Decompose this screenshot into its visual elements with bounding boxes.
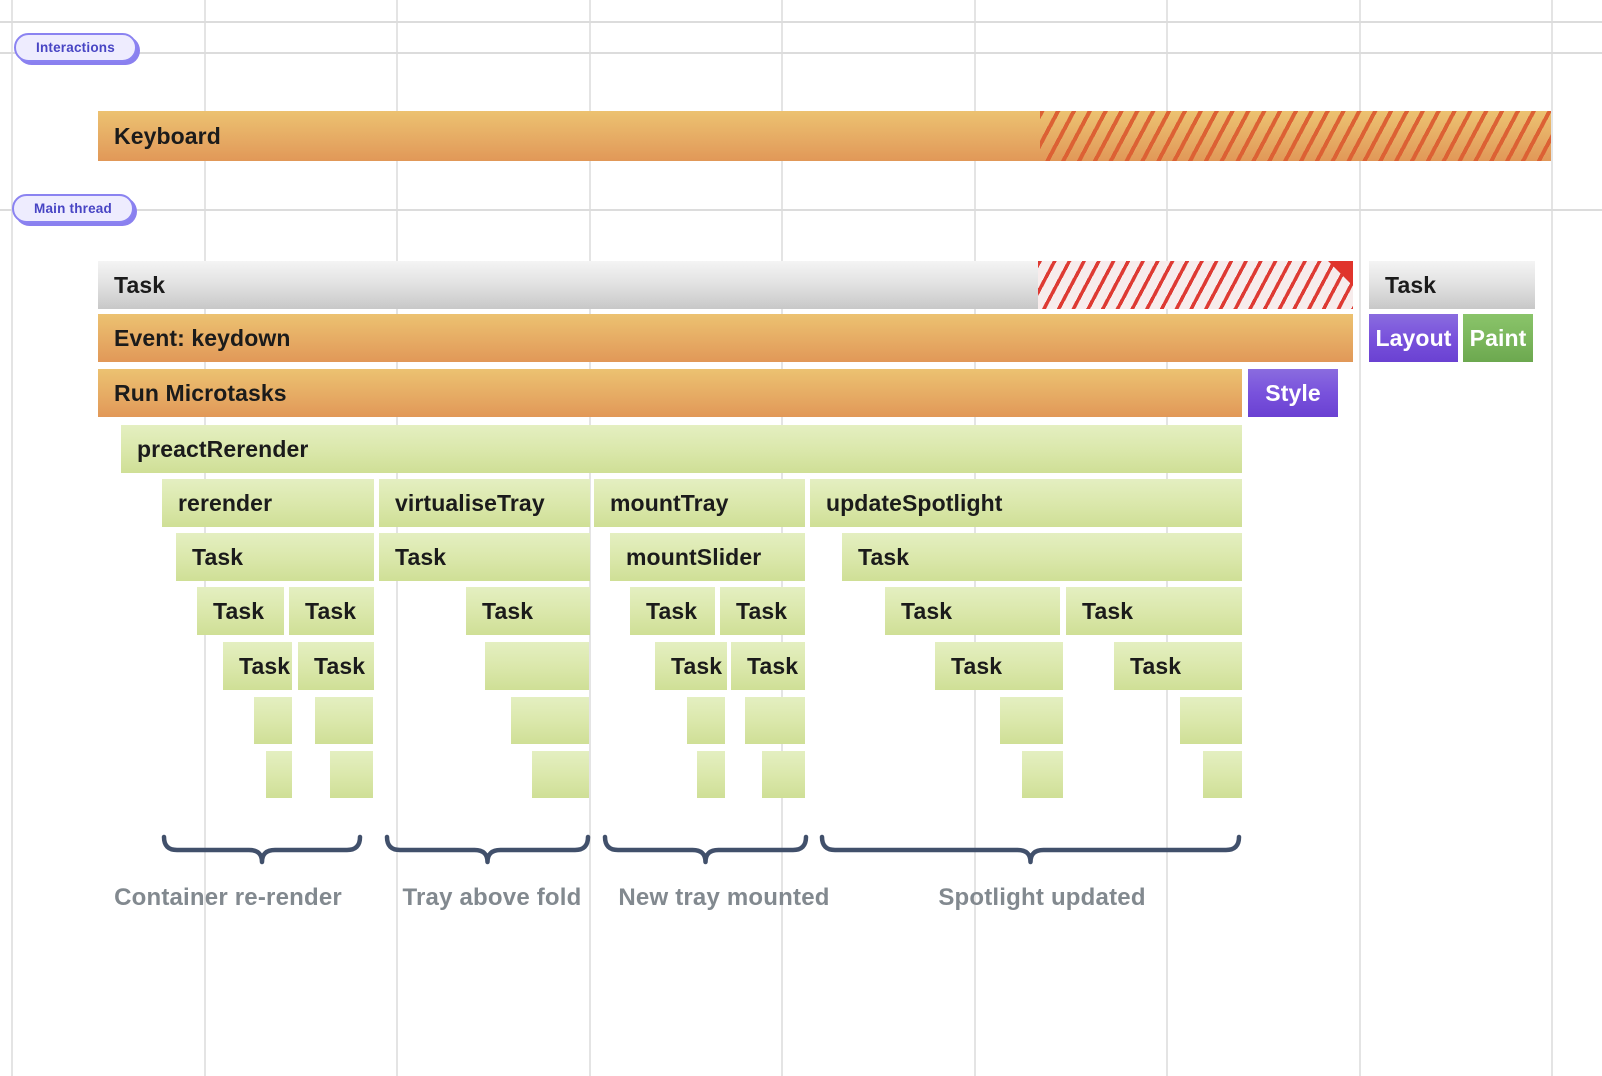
track-pill-interactions-label: Interactions [36,40,115,55]
flame-bar-spotlight-task-c1[interactable]: Task [885,587,1060,635]
flame-bar-label: updateSpotlight [826,489,1003,516]
flame-bar-virtualise-f[interactable] [532,751,589,798]
flame-bar-keyboard[interactable]: Keyboard [98,111,1551,161]
flame-bar-rerender-f1[interactable] [266,751,292,798]
flame-bar-mount-task-d1[interactable]: Task [655,642,727,690]
flame-bar-rerender-f2[interactable] [330,751,373,798]
track-pill-main-thread[interactable]: Main thread [12,194,134,223]
flame-bar-rerender-task-d2[interactable]: Task [298,642,374,690]
long-task-triangle-icon [1328,261,1353,286]
group-label-tray-above-fold: Tray above fold [402,884,582,911]
flame-bar-layout[interactable]: Layout [1369,314,1458,362]
gridline-horizontal [0,21,1602,23]
flame-bar-label: rerender [178,489,273,516]
track-pill-interactions[interactable]: Interactions [14,33,137,62]
flame-bar-label: Task [192,543,244,570]
flame-bar-label: Task [239,652,291,679]
flame-bar-virtualise-tray[interactable]: virtualiseTray [379,479,590,527]
flame-bar-event-keydown[interactable]: Event: keydown [98,314,1353,362]
gridline-vertical [1551,0,1553,1076]
flame-bar-spotlight-task-d1[interactable]: Task [935,642,1063,690]
flame-bar-rerender-task-d1[interactable]: Task [223,642,292,690]
flame-bar-label: mountSlider [626,543,762,570]
flame-bar-virtualise-task-b[interactable]: Task [379,533,590,581]
flame-bar-label: Run Microtasks [114,379,287,406]
flame-bar-label: Task [951,652,1003,679]
flame-bar-label: Task [314,652,366,679]
flame-bar-rerender-e1[interactable] [254,697,292,744]
track-pill-main-thread-label: Main thread [34,201,112,216]
hatch-overlay-orange [1040,111,1551,161]
flame-bar-label: Keyboard [114,122,221,149]
flame-bar-label: Task [305,597,357,624]
flame-bar-spotlight-task-c2[interactable]: Task [1066,587,1242,635]
flame-bar-spotlight-task-b[interactable]: Task [842,533,1242,581]
group-label-new-tray-mounted: New tray mounted [618,884,830,911]
brace-annotation-tray-above-fold [384,834,591,865]
flame-bar-mount-e1[interactable] [687,697,725,744]
flame-bar-label: Event: keydown [114,324,291,351]
flame-bar-label: Task [646,597,698,624]
flame-bar-label: Task [1130,652,1182,679]
flame-bar-label: Task [1385,271,1437,298]
gridline-vertical [589,0,591,1076]
flame-bar-virtualise-task-c[interactable]: Task [466,587,590,635]
flame-bar-mount-slider[interactable]: mountSlider [610,533,805,581]
flame-bar-update-spotlight[interactable]: updateSpotlight [810,479,1242,527]
hatch-overlay-red [1038,261,1353,309]
flame-bar-virtualise-d[interactable] [485,642,589,690]
flame-bar-label: Layout [1375,324,1452,351]
flame-bar-mount-f2[interactable] [762,751,805,798]
flame-bar-task-main[interactable]: Task [98,261,1353,309]
flame-bar-mount-task-c1[interactable]: Task [630,587,715,635]
gridline-vertical [11,0,13,1076]
flame-bar-label: Task [671,652,723,679]
flame-bar-spotlight-e2[interactable] [1180,697,1242,744]
flame-bar-label: mountTray [610,489,729,516]
flame-bar-rerender[interactable]: rerender [162,479,374,527]
flame-bar-task-after[interactable]: Task [1369,261,1535,309]
flame-bar-rerender-e2[interactable] [315,697,373,744]
flame-bar-mount-tray[interactable]: mountTray [594,479,805,527]
flame-bar-mount-task-c2[interactable]: Task [720,587,805,635]
flame-bar-label: Task [901,597,953,624]
flame-bar-rerender-task[interactable]: Task [176,533,374,581]
flame-bar-spotlight-f2[interactable] [1203,751,1242,798]
flame-bar-label: Task [736,597,788,624]
gridline-horizontal [0,52,1602,54]
flame-bar-mount-f1[interactable] [697,751,725,798]
flame-bar-label: Style [1265,379,1321,406]
flame-bar-paint[interactable]: Paint [1463,314,1533,362]
flame-bar-label: virtualiseTray [395,489,545,516]
flame-bar-spotlight-task-d2[interactable]: Task [1114,642,1242,690]
flame-bar-label: Task [1082,597,1134,624]
brace-annotation-new-tray-mounted [602,834,809,865]
flame-bar-spotlight-e1[interactable] [1000,697,1063,744]
flame-bar-label: Task [482,597,534,624]
flame-bar-label: Task [213,597,265,624]
flame-bar-label: Task [395,543,447,570]
brace-annotation-spotlight-updated [819,834,1242,865]
flame-bar-spotlight-f1[interactable] [1022,751,1063,798]
flame-bar-style[interactable]: Style [1248,369,1338,417]
group-label-container-rerender: Container re-render [114,884,342,911]
flame-bar-run-microtasks[interactable]: Run Microtasks [98,369,1242,417]
flame-bar-label: Task [858,543,910,570]
flame-bar-label: Paint [1469,324,1527,351]
brace-annotation-container-rerender [161,834,363,865]
gridline-vertical [1359,0,1361,1076]
flame-bar-virtualise-e[interactable] [511,697,589,744]
flame-bar-label: preactRerender [137,435,309,462]
flame-bar-mount-task-d2[interactable]: Task [731,642,805,690]
flame-bar-label: Task [747,652,799,679]
flame-bar-rerender-task-c1[interactable]: Task [197,587,284,635]
flame-bar-mount-e2[interactable] [745,697,805,744]
flame-bar-rerender-task-c2[interactable]: Task [289,587,374,635]
flame-bar-label: Task [114,271,166,298]
gridline-horizontal [0,209,1602,211]
group-label-spotlight-updated: Spotlight updated [938,884,1146,911]
flame-bar-preact-rerender[interactable]: preactRerender [121,425,1242,473]
